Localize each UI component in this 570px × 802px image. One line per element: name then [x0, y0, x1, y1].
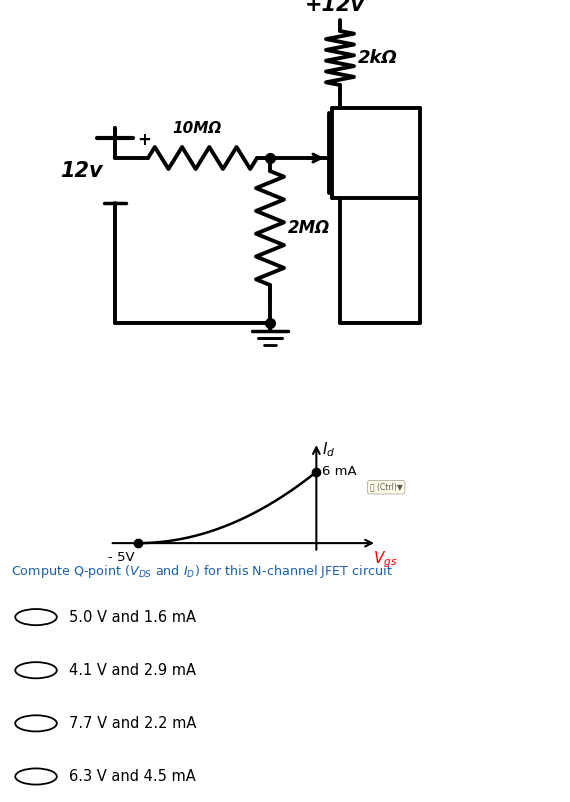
Text: 12v: 12v [60, 161, 103, 181]
Text: 6.3 V and 4.5 mA: 6.3 V and 4.5 mA [69, 769, 196, 784]
Text: 5.0 V and 1.6 mA: 5.0 V and 1.6 mA [69, 610, 196, 625]
Text: +12v: +12v [305, 0, 365, 15]
Text: 6 mA: 6 mA [321, 465, 356, 479]
Text: $V_{gs}$: $V_{gs}$ [373, 549, 398, 569]
Text: - 5V: - 5V [108, 552, 135, 565]
Text: +: + [137, 131, 151, 149]
Text: Compute Q-point ($V_{DS}$ and $I_D$) for this N-channel JFET circuit: Compute Q-point ($V_{DS}$ and $I_D$) for… [11, 563, 393, 581]
Text: 7.7 V and 2.2 mA: 7.7 V and 2.2 mA [69, 716, 196, 731]
Text: 2MΩ: 2MΩ [288, 219, 330, 237]
Text: 2kΩ: 2kΩ [358, 49, 398, 67]
Text: 10MΩ: 10MΩ [172, 121, 222, 136]
Text: 4.1 V and 2.9 mA: 4.1 V and 2.9 mA [69, 662, 196, 678]
Text: 📋 (Ctrl)▼: 📋 (Ctrl)▼ [370, 483, 402, 492]
Text: $I_d$: $I_d$ [321, 439, 335, 459]
